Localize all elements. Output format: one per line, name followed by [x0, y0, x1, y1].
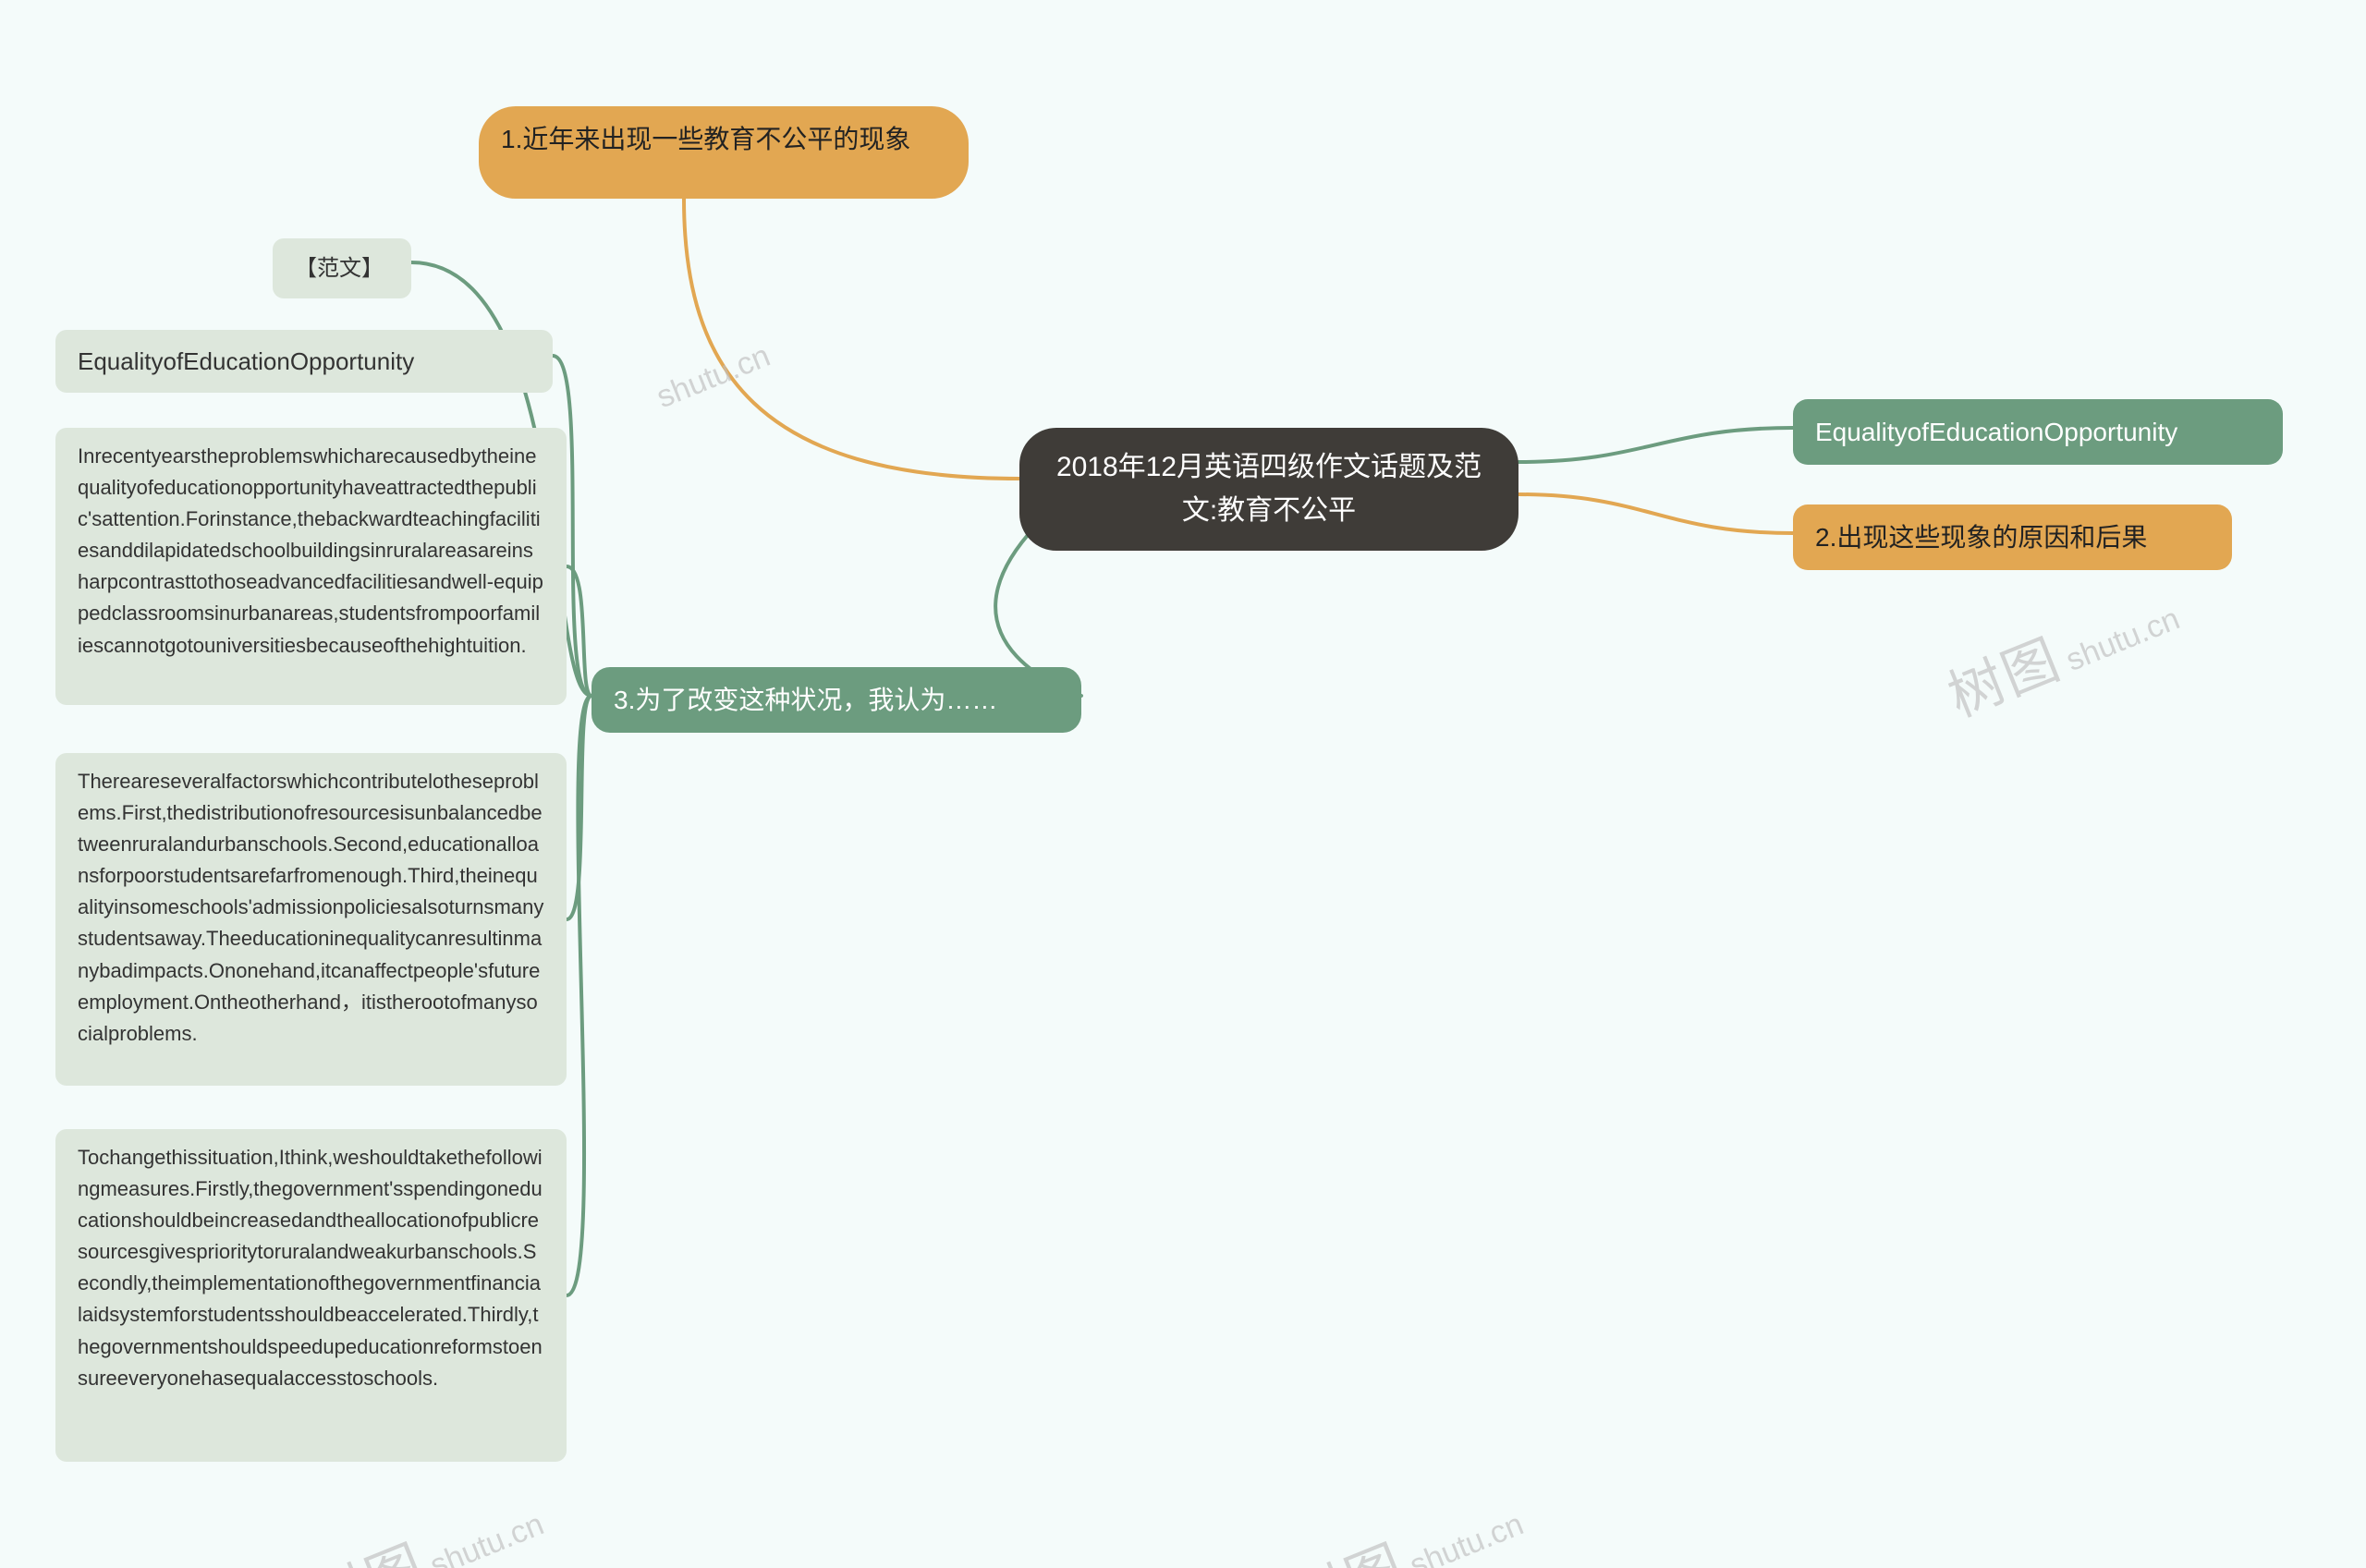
center-node-0[interactable]: 2018年12月英语四级作文话题及范文:教育不公平	[1019, 428, 1518, 551]
connector	[1518, 428, 1793, 462]
branch-node-label: 1.近年来出现一些教育不公平的现象	[501, 125, 910, 153]
branch-node-0[interactable]: 1.近年来出现一些教育不公平的现象	[479, 106, 969, 199]
leaf-node-label: EqualityofEducationOpportunity	[78, 347, 414, 375]
branch-node-1[interactable]: EqualityofEducationOpportunity	[1793, 399, 2283, 465]
branch-node-label: 2.出现这些现象的原因和后果	[1815, 523, 2147, 552]
connector	[567, 696, 592, 919]
watermark: 树图shutu.cn	[1278, 1473, 1531, 1568]
connector	[1518, 494, 1793, 533]
leaf-node-0[interactable]: 【范文】	[273, 238, 411, 298]
branch-node-label: 3.为了改变这种状况，我认为……	[614, 686, 997, 714]
leaf-node-label: Inrecentyearstheproblemswhicharecausedby…	[78, 444, 543, 657]
center-node-label: 2018年12月英语四级作文话题及范文:教育不公平	[1055, 446, 1483, 532]
leaf-node-label: Thereareseveralfactorswhichcontributelot…	[78, 770, 543, 1045]
connector	[684, 199, 1019, 479]
leaf-node-1[interactable]: EqualityofEducationOpportunity	[55, 330, 553, 393]
leaf-node-3[interactable]: Thereareseveralfactorswhichcontributelot…	[55, 753, 567, 1086]
connector	[567, 696, 592, 1295]
leaf-node-label: 【范文】	[295, 256, 384, 281]
leaf-node-4[interactable]: Tochangethissituation,Ithink,weshouldtak…	[55, 1129, 567, 1462]
connector	[567, 566, 592, 696]
mindmap-canvas: 2018年12月英语四级作文话题及范文:教育不公平 1.近年来出现一些教育不公平的…	[0, 0, 2366, 1568]
branch-node-2[interactable]: 2.出现这些现象的原因和后果	[1793, 504, 2232, 570]
branch-node-3[interactable]: 3.为了改变这种状况，我认为……	[592, 667, 1081, 733]
watermark: 树图shutu.cn	[1934, 567, 2188, 732]
watermark: shutu.cn	[645, 338, 775, 419]
leaf-node-2[interactable]: Inrecentyearstheproblemswhicharecausedby…	[55, 428, 567, 705]
leaf-node-label: Tochangethissituation,Ithink,weshouldtak…	[78, 1146, 543, 1390]
watermark: 树图shutu.cn	[299, 1473, 552, 1568]
branch-node-label: EqualityofEducationOpportunity	[1815, 418, 2177, 446]
